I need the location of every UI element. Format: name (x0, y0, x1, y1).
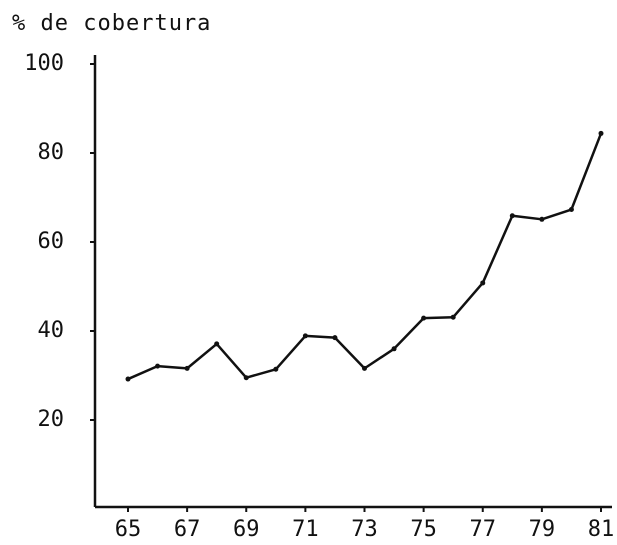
data-line (127, 132, 603, 381)
x-tick-label: 79 (529, 517, 556, 542)
y-tick-label: 100 (24, 51, 64, 76)
data-point (214, 341, 220, 347)
x-tick-label: 65 (115, 517, 142, 542)
data-point (155, 363, 161, 369)
data-point (509, 213, 515, 219)
data-point (243, 375, 249, 381)
data-point (125, 376, 131, 382)
data-point (184, 365, 190, 371)
data-point (421, 315, 427, 321)
data-point (302, 333, 308, 339)
y-tick-label: 40 (38, 318, 65, 343)
y-tick-label: 20 (38, 407, 65, 432)
x-tick-label: 73 (351, 517, 378, 542)
x-tick-label: 69 (233, 517, 260, 542)
data-point (332, 335, 338, 341)
x-tick-label: 75 (410, 517, 437, 542)
chart-title: % de cobertura (12, 11, 211, 36)
data-point (362, 365, 367, 371)
x-tick-label: 81 (588, 517, 615, 542)
x-tick-label: 77 (470, 517, 497, 542)
y-tick-label: 60 (38, 229, 65, 254)
y-tick-label: 80 (38, 140, 65, 165)
data-point (568, 207, 574, 213)
data-point (450, 314, 456, 320)
data-point (391, 346, 397, 352)
x-tick-label: 71 (292, 517, 319, 542)
data-point (480, 280, 486, 286)
data-point (539, 216, 545, 222)
x-tick-label: 67 (174, 517, 201, 542)
data-point (273, 366, 279, 372)
data-point (598, 130, 604, 136)
